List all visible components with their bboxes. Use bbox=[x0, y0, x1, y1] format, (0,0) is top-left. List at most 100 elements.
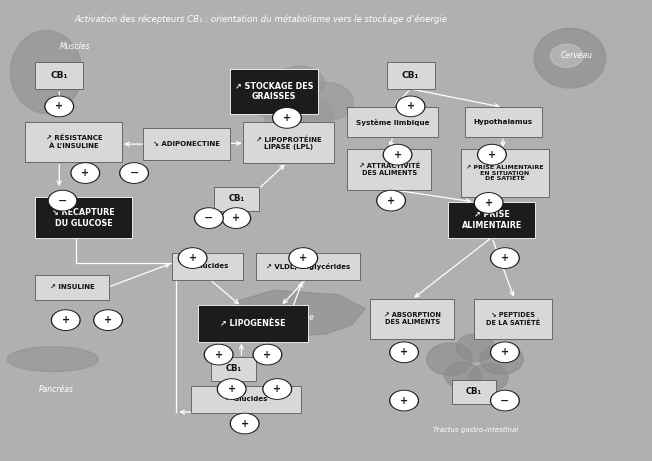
FancyBboxPatch shape bbox=[172, 253, 243, 280]
Text: Muscles: Muscles bbox=[60, 42, 91, 51]
Text: +: + bbox=[387, 195, 395, 206]
Circle shape bbox=[480, 344, 523, 374]
FancyBboxPatch shape bbox=[35, 197, 132, 238]
Circle shape bbox=[456, 334, 495, 361]
Circle shape bbox=[492, 391, 518, 410]
Text: −: − bbox=[58, 195, 67, 206]
Text: Tractus gastro-intestinal: Tractus gastro-intestinal bbox=[433, 427, 518, 433]
Circle shape bbox=[217, 379, 246, 399]
Circle shape bbox=[263, 379, 291, 399]
Circle shape bbox=[492, 249, 518, 267]
Circle shape bbox=[479, 146, 505, 164]
Text: +: + bbox=[501, 253, 509, 263]
Circle shape bbox=[469, 364, 508, 391]
Circle shape bbox=[264, 380, 290, 398]
Circle shape bbox=[53, 311, 79, 329]
Text: +: + bbox=[488, 150, 496, 160]
Circle shape bbox=[253, 344, 282, 365]
Circle shape bbox=[490, 342, 519, 362]
FancyBboxPatch shape bbox=[25, 122, 123, 162]
FancyBboxPatch shape bbox=[243, 123, 334, 163]
Text: ↘ PEPTIDES
DE LA SATIÉTÉ: ↘ PEPTIDES DE LA SATIÉTÉ bbox=[486, 312, 540, 326]
Text: Activation des récepteurs CB₁ : orientation du métabolisme vers le stockage d’én: Activation des récepteurs CB₁ : orientat… bbox=[74, 14, 447, 24]
Text: CB₁: CB₁ bbox=[402, 71, 419, 80]
Circle shape bbox=[476, 194, 501, 212]
Text: +: + bbox=[241, 419, 248, 429]
Circle shape bbox=[94, 310, 123, 330]
FancyBboxPatch shape bbox=[449, 202, 535, 238]
Text: +: + bbox=[400, 347, 408, 357]
Circle shape bbox=[383, 145, 412, 165]
Circle shape bbox=[194, 208, 223, 228]
Circle shape bbox=[71, 163, 100, 183]
Text: Cerveau: Cerveau bbox=[561, 51, 593, 60]
Text: ↗ RÉSISTANCE
À L’INSULINE: ↗ RÉSISTANCE À L’INSULINE bbox=[46, 135, 102, 149]
Circle shape bbox=[179, 249, 205, 267]
Text: CB₁: CB₁ bbox=[466, 387, 482, 396]
Circle shape bbox=[50, 191, 76, 210]
Polygon shape bbox=[550, 44, 583, 67]
Text: −: − bbox=[204, 213, 214, 223]
Circle shape bbox=[46, 97, 72, 116]
Text: +: + bbox=[82, 168, 89, 178]
Circle shape bbox=[289, 248, 318, 268]
Circle shape bbox=[178, 248, 207, 268]
Circle shape bbox=[218, 380, 244, 398]
Text: CB₁: CB₁ bbox=[51, 71, 68, 80]
Text: ↗ ATTRACTIVITÉ
DES ALIMENTS: ↗ ATTRACTIVITÉ DES ALIMENTS bbox=[359, 163, 420, 177]
Text: +: + bbox=[299, 253, 307, 263]
Text: CB₁: CB₁ bbox=[225, 364, 241, 373]
Polygon shape bbox=[235, 290, 365, 336]
FancyBboxPatch shape bbox=[475, 299, 552, 339]
Text: +: + bbox=[394, 150, 402, 160]
Circle shape bbox=[390, 342, 419, 362]
Circle shape bbox=[95, 311, 121, 329]
Circle shape bbox=[475, 193, 503, 213]
Circle shape bbox=[274, 109, 300, 127]
Circle shape bbox=[445, 362, 481, 388]
FancyBboxPatch shape bbox=[191, 386, 301, 413]
FancyBboxPatch shape bbox=[35, 275, 110, 301]
Text: +: + bbox=[232, 213, 241, 223]
Text: +: + bbox=[228, 384, 236, 394]
Text: +: + bbox=[104, 315, 112, 325]
Circle shape bbox=[72, 164, 98, 182]
Circle shape bbox=[264, 100, 310, 132]
FancyBboxPatch shape bbox=[256, 253, 360, 280]
Circle shape bbox=[299, 83, 353, 121]
Circle shape bbox=[230, 414, 259, 434]
Circle shape bbox=[275, 66, 325, 101]
Circle shape bbox=[377, 190, 406, 211]
Circle shape bbox=[390, 390, 419, 411]
Circle shape bbox=[273, 108, 301, 128]
Circle shape bbox=[385, 146, 411, 164]
Circle shape bbox=[222, 208, 250, 228]
Circle shape bbox=[196, 209, 222, 227]
Text: +: + bbox=[55, 101, 63, 112]
Circle shape bbox=[205, 345, 231, 364]
Circle shape bbox=[52, 310, 80, 330]
FancyBboxPatch shape bbox=[143, 129, 230, 160]
Circle shape bbox=[478, 145, 506, 165]
FancyBboxPatch shape bbox=[462, 149, 548, 197]
FancyBboxPatch shape bbox=[465, 107, 542, 137]
Circle shape bbox=[396, 96, 425, 117]
FancyBboxPatch shape bbox=[198, 306, 308, 342]
Text: ↗ ABSORPTION
DES ALIMENTS: ↗ ABSORPTION DES ALIMENTS bbox=[384, 313, 441, 325]
Circle shape bbox=[223, 209, 249, 227]
Circle shape bbox=[292, 99, 334, 128]
Text: ↗ VLDL, triglycérides: ↗ VLDL, triglycérides bbox=[266, 263, 350, 270]
Circle shape bbox=[254, 345, 280, 364]
Circle shape bbox=[244, 77, 303, 118]
Text: CB₁: CB₁ bbox=[228, 194, 244, 203]
Text: ↗ PRISE
ALIMENTAIRE: ↗ PRISE ALIMENTAIRE bbox=[462, 211, 522, 230]
Text: ↗ LIPOGENÈSE: ↗ LIPOGENÈSE bbox=[220, 319, 286, 328]
Text: ↗ Glucides: ↗ Glucides bbox=[225, 396, 267, 402]
Polygon shape bbox=[10, 30, 82, 113]
Circle shape bbox=[492, 343, 518, 361]
Text: +: + bbox=[400, 396, 408, 406]
Text: ↗ PRISE ALIMENTAIRE
EN SITUATION
DE SATIÉTÉ: ↗ PRISE ALIMENTAIRE EN SITUATION DE SATI… bbox=[466, 165, 544, 181]
Text: ↗ STOCKAGE DES
GRAISSES: ↗ STOCKAGE DES GRAISSES bbox=[235, 82, 313, 101]
Text: Adipocytes: Adipocytes bbox=[276, 125, 318, 134]
Text: Système limbique: Système limbique bbox=[356, 118, 430, 125]
